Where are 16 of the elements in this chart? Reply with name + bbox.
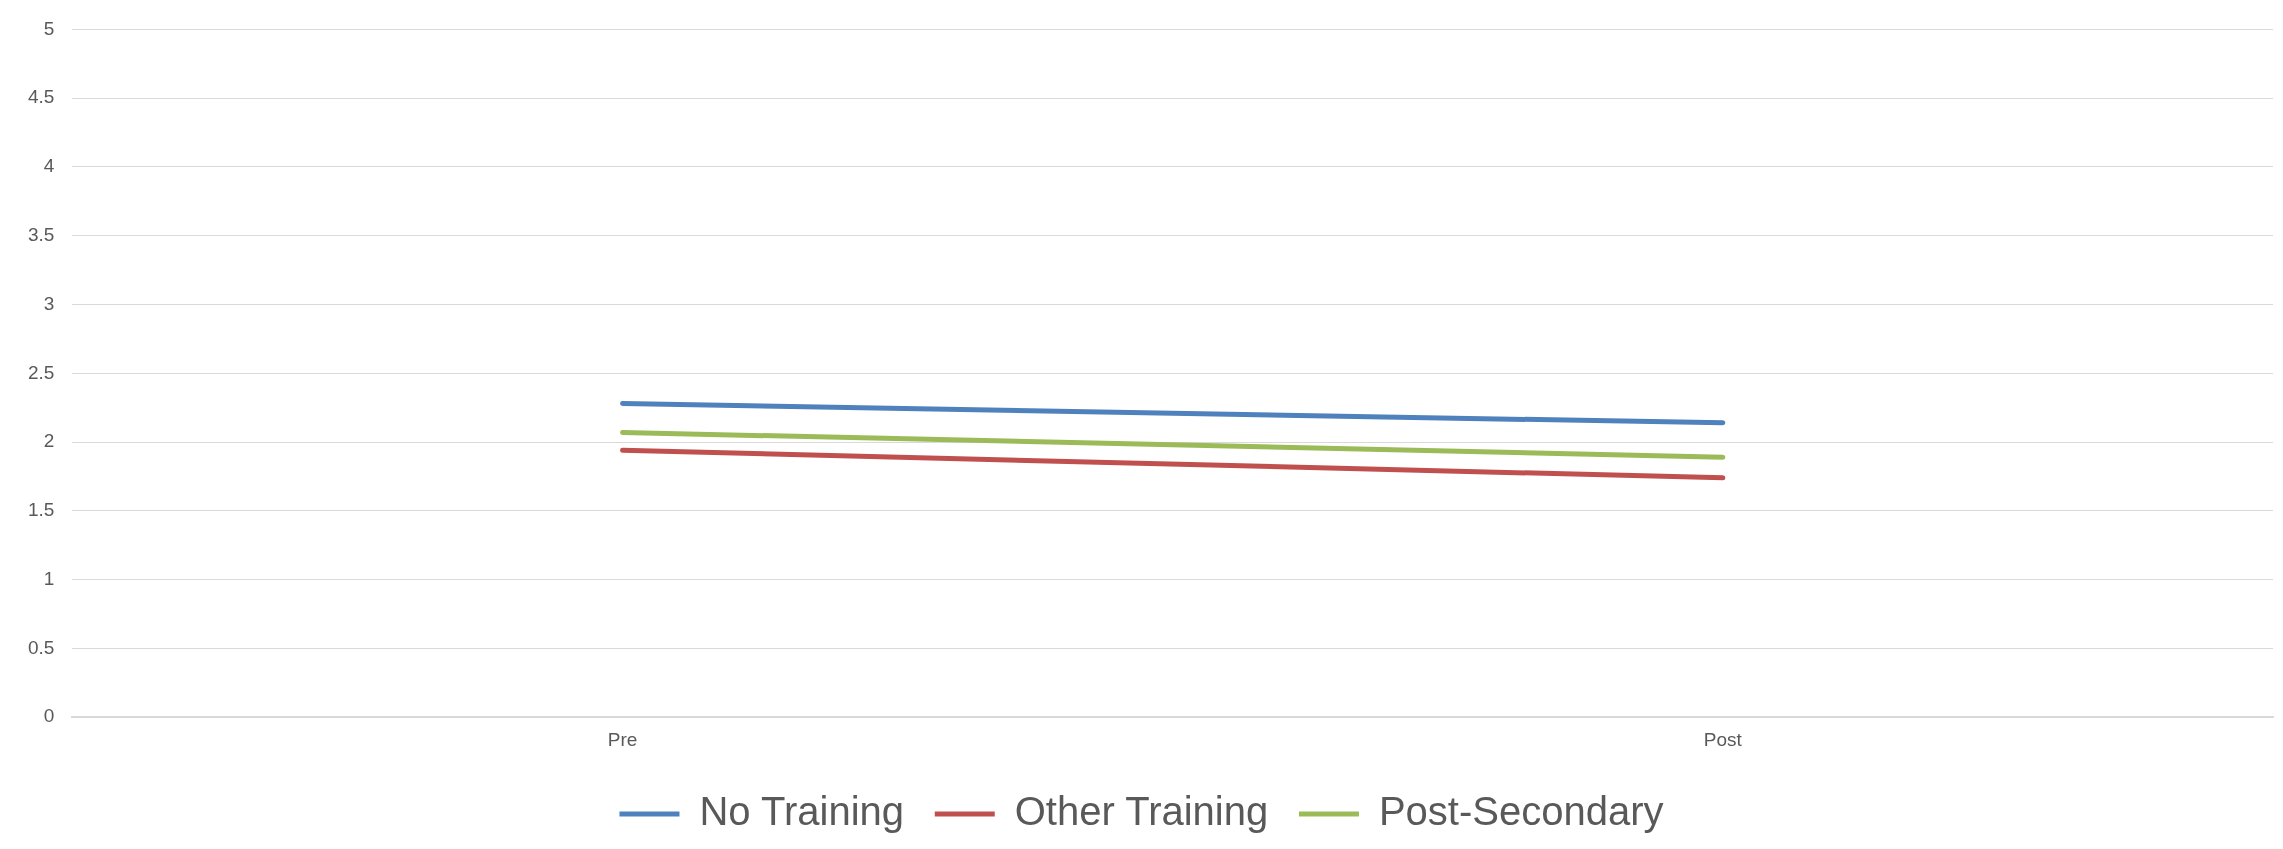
y-tick-label: 2 [43,430,55,452]
y-tick-label: 0.5 [27,636,55,658]
y-tick-label: 1 [43,567,55,589]
legend-label: Other Training [1014,789,1269,834]
y-tick-label: 3 [43,292,55,314]
y-tick-label: 0 [43,705,55,727]
y-tick-label: 1.5 [27,499,55,521]
x-tick-label: Pre [607,728,638,750]
y-tick-label: 3.5 [27,223,55,245]
legend-label: No Training [699,789,905,834]
legend-label: Post-Secondary [1378,789,1664,834]
y-tick-label: 2.5 [27,361,55,383]
y-tick-label: 4.5 [27,86,55,108]
y-tick-label: 4 [43,155,55,177]
y-tick-label: 5 [43,17,55,39]
x-tick-label: Post [1703,728,1743,750]
